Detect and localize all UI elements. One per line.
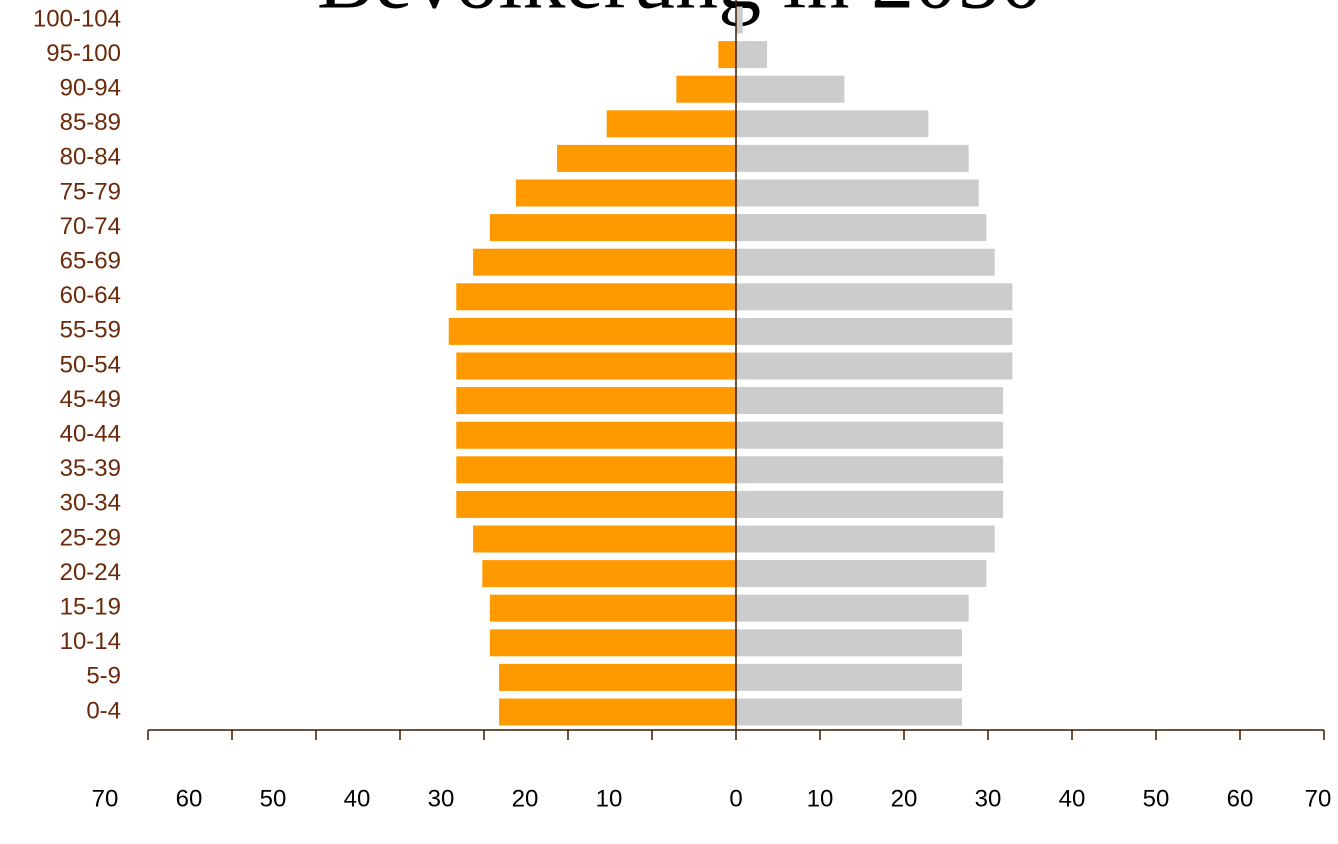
y-tick-label: 95-100: [46, 40, 121, 67]
bar: [499, 663, 736, 691]
bar: [736, 214, 987, 242]
y-tick-label: 10-14: [60, 628, 121, 655]
bar: [736, 490, 1004, 518]
bar: [736, 456, 1004, 484]
x-tick-label: 10: [596, 785, 623, 812]
y-tick-label: 30-34: [60, 490, 121, 517]
x-tick-label: 60: [176, 785, 203, 812]
bar: [515, 179, 736, 207]
x-tick-label: 60: [1227, 785, 1254, 812]
bar: [456, 490, 736, 518]
bar: [736, 525, 995, 553]
y-tick-label: 50-54: [60, 351, 121, 378]
y-tick-label: 35-39: [60, 455, 121, 482]
x-tick-label: 70: [92, 785, 119, 812]
y-tick-label: 100-104: [33, 5, 121, 32]
bar: [736, 110, 929, 138]
y-tick-label: 65-69: [60, 248, 121, 275]
bar: [736, 663, 962, 691]
bar: [456, 283, 736, 311]
bar: [736, 248, 995, 276]
y-tick-label: 85-89: [60, 109, 121, 136]
bar: [456, 421, 736, 449]
x-tick-label: 50: [1143, 785, 1170, 812]
chart-title: Bevölkerung in 2050: [317, 0, 1043, 27]
bar: [736, 283, 1013, 311]
y-tick-label: 25-29: [60, 524, 121, 551]
bar: [736, 594, 969, 622]
x-tick-label: 40: [344, 785, 371, 812]
y-tick-label: 55-59: [60, 317, 121, 344]
x-tick-label: 30: [975, 785, 1002, 812]
bar: [736, 387, 1004, 415]
bar: [606, 110, 736, 138]
y-tick-label: 90-94: [60, 75, 121, 102]
bar: [557, 144, 736, 172]
y-tick-label: 5-9: [86, 663, 121, 690]
x-tick-label: 10: [807, 785, 834, 812]
y-tick-label: 20-24: [60, 559, 121, 586]
x-tick-label: 20: [512, 785, 539, 812]
bar: [736, 352, 1013, 380]
bar: [456, 352, 736, 380]
bar: [499, 698, 736, 726]
x-tick-label: 0: [729, 785, 742, 812]
bar: [448, 317, 736, 345]
bar: [736, 75, 845, 103]
bar: [489, 629, 736, 657]
x-tick-label: 30: [428, 785, 455, 812]
x-tick-label: 40: [1059, 785, 1086, 812]
bar: [676, 75, 736, 103]
bar: [736, 144, 969, 172]
y-tick-label: 60-64: [60, 282, 121, 309]
y-tick-label: 40-44: [60, 421, 121, 448]
y-tick-label: 15-19: [60, 594, 121, 621]
y-tick-label: 45-49: [60, 386, 121, 413]
x-tick-label: 50: [260, 785, 287, 812]
bar: [736, 629, 962, 657]
bar: [736, 6, 743, 34]
bar: [456, 456, 736, 484]
bar: [489, 594, 736, 622]
y-tick-label: 70-74: [60, 213, 121, 240]
bar: [456, 387, 736, 415]
bar: [482, 560, 736, 588]
x-tick-label: 20: [891, 785, 918, 812]
bar: [718, 41, 736, 69]
bar: [489, 214, 736, 242]
bar: [736, 317, 1013, 345]
bar: [736, 421, 1004, 449]
bar: [736, 41, 768, 69]
bar: [736, 698, 962, 726]
bar: [736, 560, 987, 588]
x-tick-label: 70: [1305, 785, 1332, 812]
bar: [736, 179, 979, 207]
y-tick-label: 0-4: [86, 697, 121, 724]
bar: [473, 525, 736, 553]
y-tick-label: 75-79: [60, 178, 121, 205]
bar: [473, 248, 736, 276]
y-tick-label: 80-84: [60, 144, 121, 171]
